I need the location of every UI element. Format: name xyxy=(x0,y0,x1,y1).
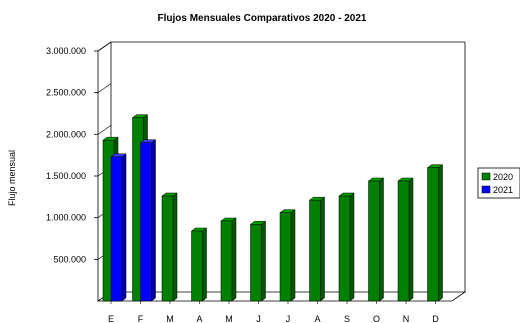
y-axis-label: Flujo mensual xyxy=(7,150,17,206)
legend-swatch-2020 xyxy=(481,172,491,181)
bar-front xyxy=(368,180,380,302)
bar-side xyxy=(172,192,178,302)
bar-side xyxy=(261,220,266,302)
bar-front xyxy=(140,142,152,302)
x-tick-label: N xyxy=(403,314,410,323)
legend-label-2020: 2020 xyxy=(493,172,513,182)
bar-2020-J xyxy=(249,220,267,302)
legend-label-2021: 2021 xyxy=(493,185,513,195)
bar-2020-A xyxy=(308,196,326,302)
bar-side xyxy=(151,139,156,302)
x-tick-label: M xyxy=(166,314,174,323)
bar-front xyxy=(338,195,351,302)
x-tick-label: J xyxy=(256,314,261,323)
x-tick-label: D xyxy=(432,314,439,323)
x-tick-label: O xyxy=(373,314,380,323)
chart-title: Flujos Mensuales Comparativos 2020 - 202… xyxy=(158,13,367,24)
bar-front xyxy=(110,156,123,302)
y-tick-diag xyxy=(97,83,112,93)
bar-2020-N xyxy=(397,177,414,302)
y-tick-label: 1.000.000 xyxy=(46,213,86,223)
bars xyxy=(102,114,444,302)
x-tick-label: S xyxy=(344,314,350,323)
legend-swatch-2021 xyxy=(481,185,491,194)
bar-front xyxy=(427,167,439,302)
bar-2020-M xyxy=(161,192,178,302)
bar-side xyxy=(290,209,296,302)
y-tick-label: 3.000.000 xyxy=(46,46,86,56)
bar-2021-E xyxy=(110,153,127,302)
bar-front xyxy=(250,224,262,302)
bar-2020-A xyxy=(190,227,208,302)
y-tick-label: 1.500.000 xyxy=(46,171,86,181)
y-tick-label: 2.000.000 xyxy=(46,129,86,139)
y-tick-diag xyxy=(97,41,112,52)
bar-2020-D xyxy=(426,164,444,302)
bar-2020-M xyxy=(220,217,237,302)
x-tick-label: F xyxy=(138,314,144,323)
y-tick-diag xyxy=(97,125,112,135)
y-axis-ticks: 500.000 1.000.000 1.500.000 2.000.000 2.500.… xyxy=(46,41,112,264)
x-tick-label: J xyxy=(286,314,291,323)
x-tick-label: A xyxy=(314,314,320,323)
bar-2020-O xyxy=(367,177,385,302)
bar-side xyxy=(438,164,443,302)
y-tick-label: 500.000 xyxy=(53,254,86,264)
x-tick-label: E xyxy=(108,314,114,323)
bar-front xyxy=(220,220,233,302)
legend: 2020 2021 xyxy=(477,167,520,199)
bar-front xyxy=(397,180,410,302)
x-tick-label: M xyxy=(225,314,233,323)
bar-side xyxy=(379,177,384,302)
bar-front xyxy=(191,230,203,302)
bar-front xyxy=(161,195,174,302)
bar-side xyxy=(202,227,207,302)
bar-2020-S xyxy=(338,192,355,302)
bar-side xyxy=(231,217,237,302)
bar-2020-J xyxy=(279,209,296,302)
bar-side xyxy=(349,192,355,302)
bar-side xyxy=(121,153,127,302)
bar-front xyxy=(279,212,292,302)
y-tick-label: 2.500.000 xyxy=(46,88,86,98)
bar-side xyxy=(320,196,325,302)
x-tick-label: A xyxy=(196,314,202,323)
bar-2021-F xyxy=(139,139,157,302)
bar-side xyxy=(408,177,414,302)
bar-front xyxy=(309,199,321,302)
